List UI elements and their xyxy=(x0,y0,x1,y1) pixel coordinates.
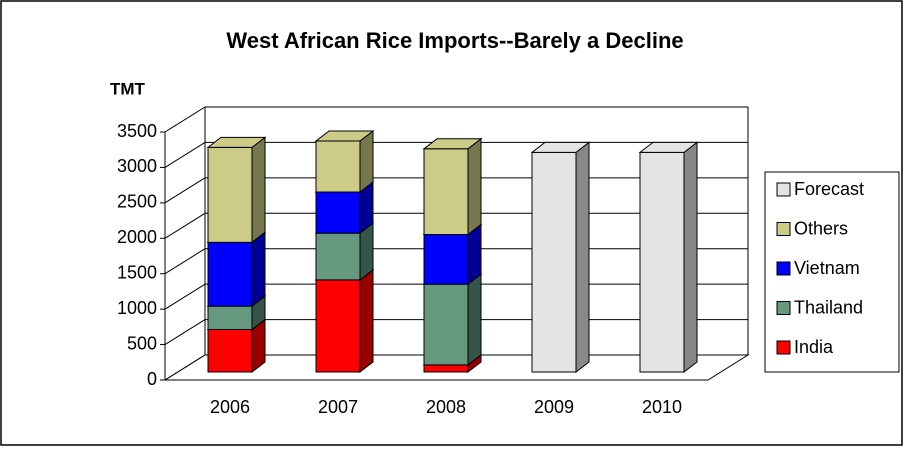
bar-side xyxy=(683,141,698,374)
bar-side xyxy=(359,268,374,374)
bar-front xyxy=(207,146,253,243)
grid-line xyxy=(164,283,206,310)
x-tick-label: 2008 xyxy=(426,397,466,417)
bar-front xyxy=(207,328,253,373)
bar-top xyxy=(422,138,483,150)
bar-segment xyxy=(422,273,483,366)
bar-top xyxy=(206,136,267,148)
legend-label: India xyxy=(794,337,834,357)
legend-swatch xyxy=(776,182,791,197)
y-tick-label: 1500 xyxy=(117,262,157,282)
x-tick-label: 2009 xyxy=(534,397,574,417)
bar-side xyxy=(251,231,266,308)
bar-front xyxy=(315,232,361,281)
bar-top xyxy=(314,130,375,142)
bar-segment xyxy=(206,231,267,308)
grid-line xyxy=(164,106,206,133)
grid-line xyxy=(164,212,206,239)
y-tick-label: 1000 xyxy=(117,298,157,318)
bar-side xyxy=(359,129,374,194)
legend-label: Forecast xyxy=(794,179,864,199)
bar-front xyxy=(315,140,361,193)
grid-line xyxy=(164,248,206,275)
x-tick-label: 2007 xyxy=(318,397,358,417)
y-tick-label: 2500 xyxy=(117,192,157,212)
bar-front xyxy=(423,364,469,373)
bar-side xyxy=(467,273,482,366)
bar-front xyxy=(531,151,577,373)
bar-front xyxy=(207,305,253,330)
legend-swatch xyxy=(776,222,791,236)
bar-segment xyxy=(314,129,375,194)
legend-label: Vietnam xyxy=(794,258,860,278)
y-tick-label: 500 xyxy=(127,333,157,353)
bar-side xyxy=(467,137,482,236)
bar-segment xyxy=(422,137,483,236)
x-tick-label: 2010 xyxy=(642,397,682,417)
grid-line xyxy=(164,319,206,345)
legend-swatch xyxy=(776,301,791,315)
y-axis-label: TMT xyxy=(110,79,146,98)
bar-top xyxy=(530,141,591,153)
bar-front xyxy=(423,283,469,366)
y-tick-label: 2000 xyxy=(117,227,157,247)
legend-swatch xyxy=(776,261,791,276)
bar-side xyxy=(575,141,590,374)
grid-line xyxy=(164,142,206,168)
bar-front xyxy=(423,148,469,236)
y-tick-label: 3500 xyxy=(117,121,157,141)
x-tick-label: 2006 xyxy=(210,397,250,417)
bar-front xyxy=(315,191,361,234)
bar-segment xyxy=(314,268,375,374)
bar-front xyxy=(315,279,361,373)
bar-top xyxy=(638,141,699,153)
y-tick-label: 0 xyxy=(147,369,157,389)
legend-swatch xyxy=(776,340,791,355)
chart-title: West African Rice Imports--Barely a Decl… xyxy=(226,28,683,53)
bar-side xyxy=(251,136,266,244)
bar-front xyxy=(423,234,469,285)
bar-segment xyxy=(530,141,591,374)
legend-label: Others xyxy=(794,218,848,238)
legend-label: Thailand xyxy=(794,297,863,317)
bar-front xyxy=(639,151,685,373)
bar-front xyxy=(207,241,253,307)
y-tick-label: 3000 xyxy=(117,156,157,176)
grid-line xyxy=(164,354,206,381)
grid-line xyxy=(164,177,206,204)
bar-segment xyxy=(206,136,267,244)
bar-segment xyxy=(638,141,699,374)
